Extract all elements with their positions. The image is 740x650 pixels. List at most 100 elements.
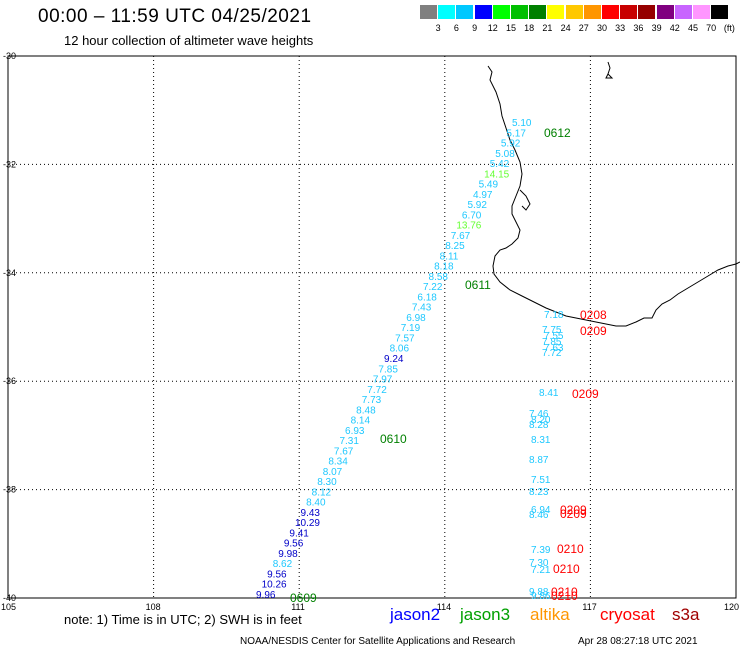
lat-tick-label: -38 (3, 485, 16, 495)
swh-value: 7.67 (451, 231, 471, 242)
legend-label: 33 (615, 23, 626, 33)
swh-value: 6.94 (531, 505, 551, 516)
coastline (487, 61, 740, 327)
legend-swatch (456, 5, 474, 19)
swh-value: 7.75 (542, 325, 562, 336)
swh-value: 7.72 (542, 348, 562, 359)
lon-tick-label: 120 (724, 602, 739, 612)
pass-time-label: 0210 (551, 585, 578, 599)
swh-value: 7.30 (529, 558, 549, 569)
legend-swatch (693, 5, 710, 19)
swh-value: 10.29 (295, 518, 320, 529)
legend-swatch (602, 5, 619, 19)
swh-value: 9.86 (531, 591, 551, 602)
satellite-jason3: jason3 (460, 605, 511, 624)
swh-value: 5.92 (501, 139, 521, 150)
swh-value: 7.63 (544, 343, 564, 354)
pass-time-label: 0208 (580, 308, 607, 322)
legend-label: 42 (669, 23, 680, 33)
swh-value: 7.72 (367, 385, 387, 396)
legend-swatch (711, 5, 729, 19)
island-outline (605, 61, 614, 79)
swh-value: 5.42 (490, 159, 510, 170)
legend-swatch (638, 5, 656, 19)
pass-time-label: 0210 (551, 589, 578, 603)
swh-value: 7.85 (542, 337, 562, 348)
swh-value: 8.34 (328, 457, 348, 468)
legend-label: 27 (578, 23, 589, 33)
swh-value: 8.28 (529, 420, 549, 431)
swh-value: 6.70 (462, 210, 482, 221)
credit-line: NOAA/NESDIS Center for Satellite Applica… (240, 636, 516, 647)
swh-value: 8.18 (434, 262, 454, 273)
inlet-outline (519, 189, 531, 211)
legend-label: 36 (633, 23, 644, 33)
satellite-s3a: s3a (672, 605, 700, 624)
lon-tick-label: 108 (146, 602, 161, 612)
swh-value: 14.15 (484, 169, 509, 180)
swh-value: 7.46 (529, 409, 549, 420)
legend-swatch (474, 5, 492, 19)
legend-swatch (438, 5, 456, 19)
lon-tick-label: 105 (1, 602, 16, 612)
swh-value: 5.49 (479, 180, 499, 191)
generation-timestamp: Apr 28 08:27:18 UTC 2021 (578, 636, 698, 647)
legend-label: 70 (706, 23, 717, 33)
lat-tick-label: -34 (3, 268, 16, 278)
swh-value: 7.21 (531, 565, 551, 576)
swh-value: 7.39 (531, 545, 551, 556)
swh-value: 9.43 (301, 508, 321, 519)
pass-time-label: 0209 (560, 507, 587, 521)
swh-value: 10.26 (262, 580, 287, 591)
swh-value: 7.85 (378, 364, 398, 375)
legend-label: 30 (596, 23, 607, 33)
swh-value: 7.67 (334, 446, 354, 457)
legend-label: 3 (435, 23, 441, 33)
legend-label: 15 (505, 23, 516, 33)
legend-label: 24 (560, 23, 571, 33)
swh-value: 13.76 (456, 221, 481, 232)
swh-value: 9.56 (267, 569, 287, 580)
swh-value: 8.25 (445, 241, 465, 252)
satellite-cryosat: cryosat (600, 605, 655, 624)
pass-time-label: 0209 (560, 503, 587, 517)
swh-value: 8.58 (429, 272, 449, 283)
swh-value: 6.98 (406, 313, 426, 324)
swh-value: 9.56 (284, 539, 304, 550)
legend-swatch (492, 5, 510, 19)
swh-value: 8.06 (390, 344, 410, 355)
swh-value: 6.18 (417, 292, 437, 303)
legend-label: 12 (487, 23, 498, 33)
swh-value: 7.43 (412, 303, 432, 314)
pass-time-label: 0209 (580, 324, 607, 338)
swh-value: 7.97 (373, 375, 393, 386)
lat-tick-label: -30 (3, 51, 16, 61)
swh-value: 9.96 (256, 590, 276, 601)
swh-value: 7.22 (423, 282, 443, 293)
swh-value: 7.18 (544, 310, 564, 321)
footnote: note: 1) Time is in UTC; 2) SWH is in fe… (64, 612, 302, 627)
lon-tick-label: 114 (437, 602, 451, 612)
swh-value: 8.14 (351, 416, 371, 427)
pass-time-label: 0612 (544, 126, 571, 140)
swh-value: 8.40 (306, 498, 326, 509)
swh-value: 8.23 (529, 487, 549, 498)
pass-time-label: 0210 (553, 562, 580, 576)
lon-tick-label: 117 (582, 602, 596, 612)
pass-time-label: 0611 (465, 278, 491, 292)
legend-label: 21 (542, 23, 553, 33)
swh-value: 8.62 (273, 559, 293, 570)
legend-swatch (420, 5, 437, 19)
legend-swatch (529, 5, 547, 19)
legend-swatch (674, 5, 692, 19)
lat-tick-label: -32 (3, 159, 16, 169)
legend-swatch (547, 5, 565, 19)
legend-label: 9 (472, 23, 478, 33)
swh-value: 8.07 (323, 467, 343, 478)
swh-value: 9.88 (529, 587, 549, 598)
legend-swatch (620, 5, 638, 19)
legend-swatch (511, 5, 528, 19)
swh-value: 7.19 (401, 323, 421, 334)
